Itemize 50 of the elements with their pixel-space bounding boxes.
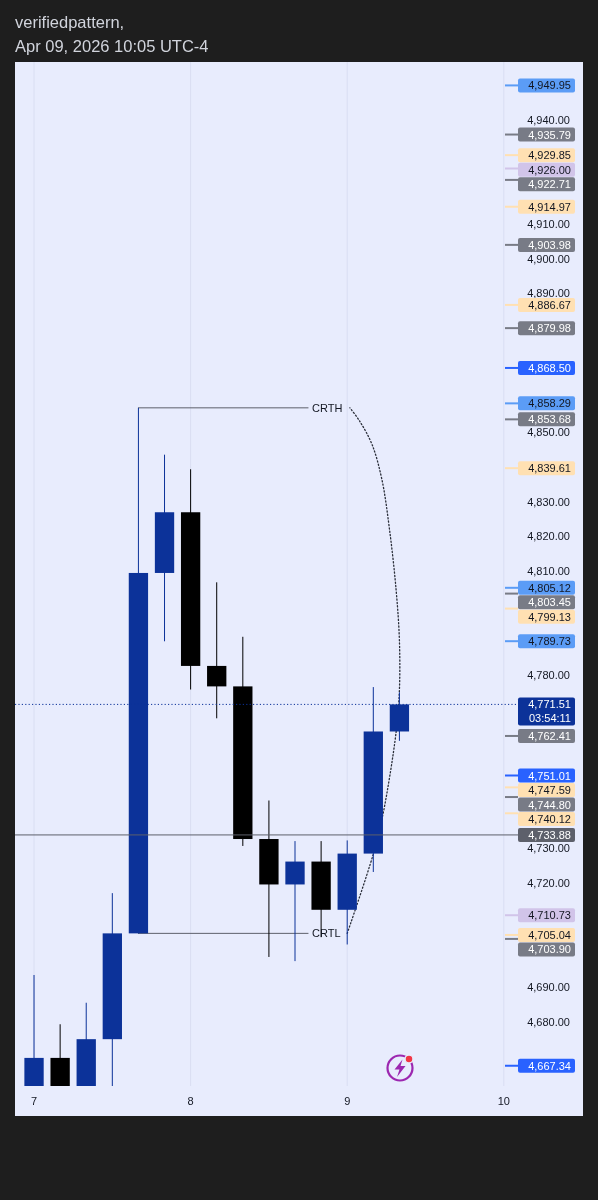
y-tick-label: 4,780.00 [527, 668, 570, 681]
ref-line-label: 4,879.98 [528, 322, 571, 335]
ref-line-label: 4,853.68 [528, 413, 571, 426]
ref-line-label: 4,705.04 [528, 928, 571, 941]
ref-line-label: 4,789.73 [528, 635, 571, 648]
ref-line-label: 4,744.80 [528, 798, 571, 811]
candlestick [285, 840, 305, 962]
y-tick-label: 4,900.00 [527, 252, 570, 265]
y-tick-label: 4,730.00 [527, 842, 570, 855]
ref-line-label: 4,733.88 [528, 828, 571, 841]
ref-line-label: 4,914.97 [528, 200, 571, 213]
chart-title: verifiedpattern, [15, 13, 125, 31]
ref-line-label: 4,805.12 [528, 581, 571, 594]
ref-line-label: 4,929.85 [528, 149, 571, 162]
y-tick-label: 4,810.00 [527, 564, 570, 577]
y-tick-label: 4,910.00 [527, 217, 570, 230]
x-tick-label: 8 [187, 1095, 194, 1107]
ref-line-label: 4,886.67 [528, 298, 571, 311]
ref-line-label: 4,751.01 [528, 769, 571, 782]
ref-line-label: 4,803.45 [528, 596, 571, 609]
ref-line-label: 4,926.00 [528, 163, 571, 176]
ref-line-label: 4,868.50 [528, 361, 571, 374]
ref-line-label: 4,710.73 [528, 909, 571, 922]
annotation: CRTH [312, 401, 343, 414]
y-tick-label: 4,680.00 [527, 1015, 570, 1028]
y-tick-label: 4,850.00 [527, 426, 570, 439]
ref-line-label: 4,747.59 [528, 784, 571, 796]
ref-line-label: 4,703.90 [528, 943, 571, 956]
x-tick-label: 10 [497, 1095, 510, 1107]
ref-line-label: 4,922.71 [528, 178, 571, 191]
ref-line-label: 4,740.12 [528, 813, 571, 825]
chart-subtitle: Apr 09, 2026 10:05 UTC-4 [15, 37, 209, 55]
x-tick-label: 7 [30, 1095, 38, 1107]
y-tick-label: 4,690.00 [527, 981, 570, 994]
y-tick-label: 4,940.00 [527, 113, 570, 126]
ref-line-label: 4,799.13 [528, 610, 571, 623]
ref-line-label: 4,762.41 [528, 729, 571, 742]
y-tick-label: 4,830.00 [527, 495, 570, 508]
ref-line-label: 4,858.29 [528, 397, 571, 410]
candlestick [207, 581, 227, 719]
ref-line-label: 4,667.34 [528, 1059, 571, 1072]
ref-line-label: 4,903.98 [528, 238, 571, 251]
ref-line-label: 4,771.51 03:54:11 [528, 698, 571, 725]
y-tick-label: 4,820.00 [527, 530, 570, 543]
ref-line-label: 4,935.79 [528, 128, 571, 141]
y-tick-label: 4,890.00 [527, 287, 570, 300]
y-tick-label: 4,720.00 [527, 877, 570, 890]
x-tick-label: 9 [344, 1095, 351, 1107]
ref-line-label: 4,839.61 [528, 462, 571, 475]
ref-line-label: 4,949.95 [528, 79, 571, 92]
